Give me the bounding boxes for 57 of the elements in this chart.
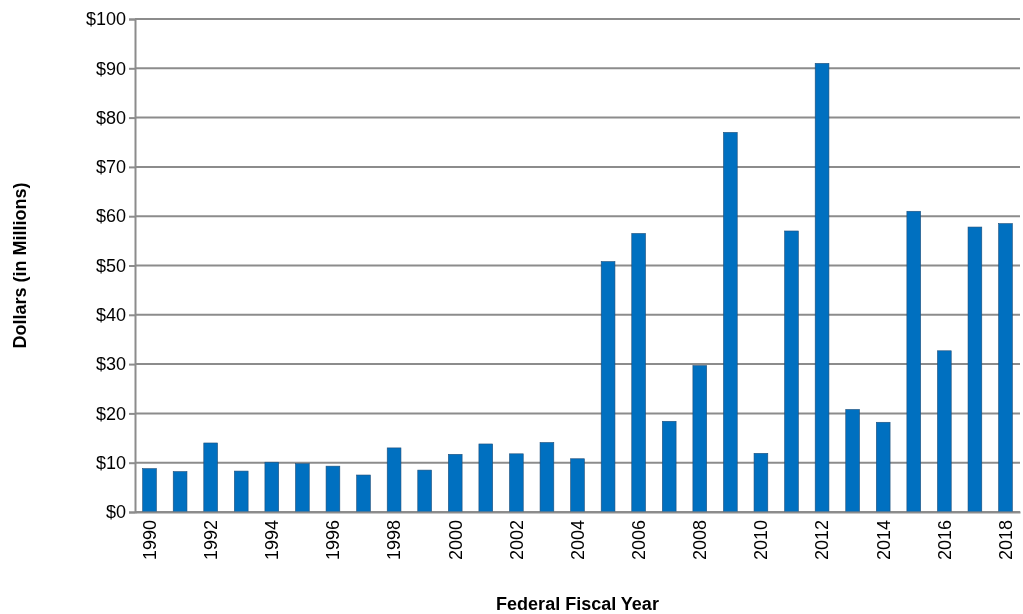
bar	[937, 350, 952, 513]
bar	[264, 461, 279, 513]
bar	[662, 420, 677, 513]
x-tick-label: 2002	[506, 520, 527, 561]
y-tick-label: $80	[95, 107, 126, 128]
y-tick-label: $70	[95, 157, 126, 178]
bar	[631, 233, 646, 513]
bar	[845, 409, 860, 513]
bar	[539, 442, 555, 513]
bar	[509, 453, 524, 513]
bar	[448, 454, 463, 513]
bar	[692, 365, 707, 513]
x-tick-label: 2012	[812, 520, 833, 561]
bar	[295, 463, 310, 513]
y-tick-label: $20	[95, 403, 126, 424]
bar	[600, 261, 616, 513]
bar	[967, 226, 983, 513]
x-tick-label: 2000	[445, 520, 466, 561]
y-axis-title: Dollars (in Millions)	[10, 182, 30, 349]
bar	[753, 453, 769, 513]
bar	[906, 210, 921, 513]
bar	[203, 442, 218, 513]
y-tick-label: $40	[95, 305, 126, 326]
x-tick-label: 1992	[200, 520, 221, 561]
bar	[570, 458, 585, 513]
x-tick-label: 2016	[934, 520, 955, 561]
x-tick-label: 1990	[139, 520, 160, 561]
bar	[784, 230, 799, 513]
y-tick-label: $60	[95, 206, 126, 227]
y-tick-label: $100	[85, 9, 126, 30]
bar	[998, 223, 1013, 513]
x-axis-title: Federal Fiscal Year	[496, 594, 659, 614]
bar	[386, 447, 402, 513]
bar	[723, 132, 738, 513]
bar	[234, 470, 249, 513]
y-tick-label: $10	[95, 452, 126, 473]
x-tick-label: 2008	[690, 520, 711, 561]
bar	[478, 443, 493, 513]
y-tick-label: $90	[95, 58, 126, 79]
y-tick-label: $50	[95, 255, 126, 276]
x-tick-label: 2018	[995, 520, 1016, 561]
x-tick-label: 2004	[567, 520, 588, 561]
x-tick-label: 2014	[873, 520, 894, 561]
bar	[325, 465, 341, 513]
bar	[876, 421, 891, 513]
x-tick-label: 1996	[323, 520, 344, 561]
x-tick-label: 1994	[262, 520, 283, 561]
x-tick-label: 1998	[384, 520, 405, 561]
bar	[417, 469, 432, 513]
bar	[814, 63, 830, 513]
x-tick-label: 2006	[628, 520, 649, 561]
bar	[142, 468, 157, 513]
y-tick-label: $0	[105, 502, 126, 523]
bar	[172, 471, 188, 513]
x-tick-label: 2010	[751, 520, 772, 561]
bar	[356, 474, 371, 513]
y-tick-label: $30	[95, 354, 126, 375]
